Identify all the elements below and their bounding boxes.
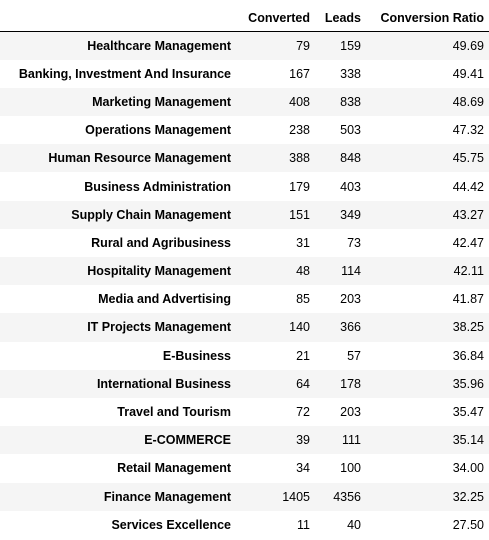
table-row: Services Excellence 11 40 27.50 bbox=[0, 510, 489, 539]
converted-cell: 39 bbox=[296, 433, 310, 448]
table-row: E-COMMERCE 39 111 35.14 bbox=[0, 426, 489, 455]
row-label: Services Excellence bbox=[111, 517, 231, 532]
table-header: Converted Leads Conversion Ratio bbox=[0, 4, 489, 32]
leads-cell: 338 bbox=[340, 66, 361, 81]
leads-cell: 40 bbox=[347, 517, 361, 532]
conversion-ratio-cell: 42.47 bbox=[452, 235, 484, 250]
row-label: Business Administration bbox=[84, 179, 231, 194]
converted-cell: 79 bbox=[296, 38, 310, 53]
leads-cell: 503 bbox=[340, 123, 361, 138]
row-label: E-Business bbox=[162, 348, 231, 363]
table-row: Media and Advertising 85 203 41.87 bbox=[0, 285, 489, 314]
converted-cell: 388 bbox=[289, 151, 310, 166]
converted-cell: 408 bbox=[289, 94, 310, 109]
conversion-ratio-cell: 44.42 bbox=[452, 179, 484, 194]
leads-cell: 57 bbox=[347, 348, 361, 363]
converted-cell: 21 bbox=[296, 348, 310, 363]
row-label: Banking, Investment And Insurance bbox=[18, 66, 231, 81]
column-header-conversion-ratio: Conversion Ratio bbox=[366, 4, 489, 32]
leads-cell: 848 bbox=[340, 151, 361, 166]
row-label: International Business bbox=[96, 376, 231, 391]
converted-cell: 151 bbox=[289, 207, 310, 222]
leads-cell: 4356 bbox=[333, 489, 361, 504]
row-label: Rural and Agribusiness bbox=[91, 235, 231, 250]
index-header bbox=[0, 4, 236, 32]
row-label: IT Projects Management bbox=[87, 320, 231, 335]
conversion-ratio-cell: 27.50 bbox=[452, 517, 484, 532]
conversion-ratio-cell: 47.32 bbox=[452, 123, 484, 138]
conversion-ratio-cell: 45.75 bbox=[452, 151, 484, 166]
row-label: Human Resource Management bbox=[48, 151, 231, 166]
conversion-ratio-cell: 49.41 bbox=[452, 66, 484, 81]
table-row: Healthcare Management 79 159 49.69 bbox=[0, 31, 489, 60]
leads-cell: 203 bbox=[340, 405, 361, 420]
conversion-ratio-cell: 35.14 bbox=[452, 433, 484, 448]
table-row: Rural and Agribusiness 31 73 42.47 bbox=[0, 228, 489, 257]
row-label: Retail Management bbox=[117, 461, 231, 476]
conversion-ratio-cell: 38.25 bbox=[452, 320, 484, 335]
conversion-ratio-cell: 49.69 bbox=[452, 38, 484, 53]
conversion-ratio-cell: 35.47 bbox=[452, 405, 484, 420]
row-label: Marketing Management bbox=[92, 94, 231, 109]
leads-cell: 403 bbox=[340, 179, 361, 194]
table-row: International Business 64 178 35.96 bbox=[0, 369, 489, 398]
table-row: Marketing Management 408 838 48.69 bbox=[0, 87, 489, 117]
conversion-ratio-cell: 32.25 bbox=[452, 489, 484, 504]
converted-cell: 72 bbox=[296, 405, 310, 420]
table-row: Operations Management 238 503 47.32 bbox=[0, 116, 489, 145]
converted-cell: 179 bbox=[289, 179, 310, 194]
table-row: Hospitality Management 48 114 42.11 bbox=[0, 257, 489, 286]
table-body: Healthcare Management 79 159 49.69 Banking, … bbox=[0, 31, 489, 539]
converted-cell: 11 bbox=[297, 517, 310, 532]
table-row: Travel and Tourism 72 203 35.47 bbox=[0, 397, 489, 427]
table-row: Supply Chain Management 151 349 43.27 bbox=[0, 200, 489, 229]
row-label: Hospitality Management bbox=[87, 264, 231, 279]
leads-cell: 178 bbox=[340, 376, 361, 391]
converted-cell: 64 bbox=[296, 376, 310, 391]
row-label: Finance Management bbox=[103, 489, 231, 504]
conversion-ratio-cell: 48.69 bbox=[452, 94, 484, 109]
conversion-ratio-cell: 34.00 bbox=[452, 461, 484, 476]
converted-cell: 85 bbox=[296, 292, 310, 307]
conversion-ratio-cell: 43.27 bbox=[452, 207, 484, 222]
converted-cell: 1405 bbox=[282, 489, 310, 504]
converted-cell: 167 bbox=[289, 66, 310, 81]
leads-cell: 111 bbox=[341, 433, 361, 448]
leads-cell: 366 bbox=[340, 320, 361, 335]
table-row: Retail Management 34 100 34.00 bbox=[0, 454, 489, 483]
leads-cell: 100 bbox=[340, 461, 361, 476]
table-row: Human Resource Management 388 848 45.75 bbox=[0, 144, 489, 173]
leads-cell: 114 bbox=[341, 264, 361, 279]
leads-cell: 203 bbox=[340, 292, 361, 307]
row-label: Operations Management bbox=[85, 123, 231, 138]
row-label: Supply Chain Management bbox=[71, 207, 231, 222]
table-row: Business Administration 179 403 44.42 bbox=[0, 172, 489, 201]
row-label: Healthcare Management bbox=[87, 38, 231, 53]
leads-cell: 73 bbox=[347, 235, 361, 250]
converted-cell: 48 bbox=[296, 264, 310, 279]
conversion-ratio-cell: 41.87 bbox=[452, 292, 484, 307]
row-label: Travel and Tourism bbox=[117, 405, 231, 420]
converted-cell: 31 bbox=[296, 235, 310, 250]
conversion-ratio-cell: 35.96 bbox=[452, 376, 484, 391]
converted-cell: 140 bbox=[289, 320, 310, 335]
table-row: Banking, Investment And Insurance 167 338 4… bbox=[0, 59, 489, 88]
table-row: IT Projects Management 140 366 38.25 bbox=[0, 313, 489, 342]
column-header-converted: Converted bbox=[236, 4, 315, 32]
leads-cell: 159 bbox=[340, 38, 361, 53]
conversion-ratio-cell: 42.11 bbox=[453, 264, 484, 279]
converted-cell: 238 bbox=[289, 123, 310, 138]
header-row: Converted Leads Conversion Ratio bbox=[0, 4, 489, 32]
row-label: E-COMMERCE bbox=[144, 433, 231, 448]
leads-cell: 349 bbox=[340, 207, 361, 222]
conversion-table: Converted Leads Conversion Ratio Healthc… bbox=[0, 4, 489, 539]
conversion-ratio-cell: 36.84 bbox=[452, 348, 484, 363]
leads-cell: 838 bbox=[340, 94, 361, 109]
table-row: Finance Management 1405 4356 32.25 bbox=[0, 482, 489, 511]
row-label: Media and Advertising bbox=[98, 292, 231, 307]
table-row: E-Business 21 57 36.84 bbox=[0, 341, 489, 370]
converted-cell: 34 bbox=[296, 461, 310, 476]
column-header-leads: Leads bbox=[315, 4, 366, 32]
